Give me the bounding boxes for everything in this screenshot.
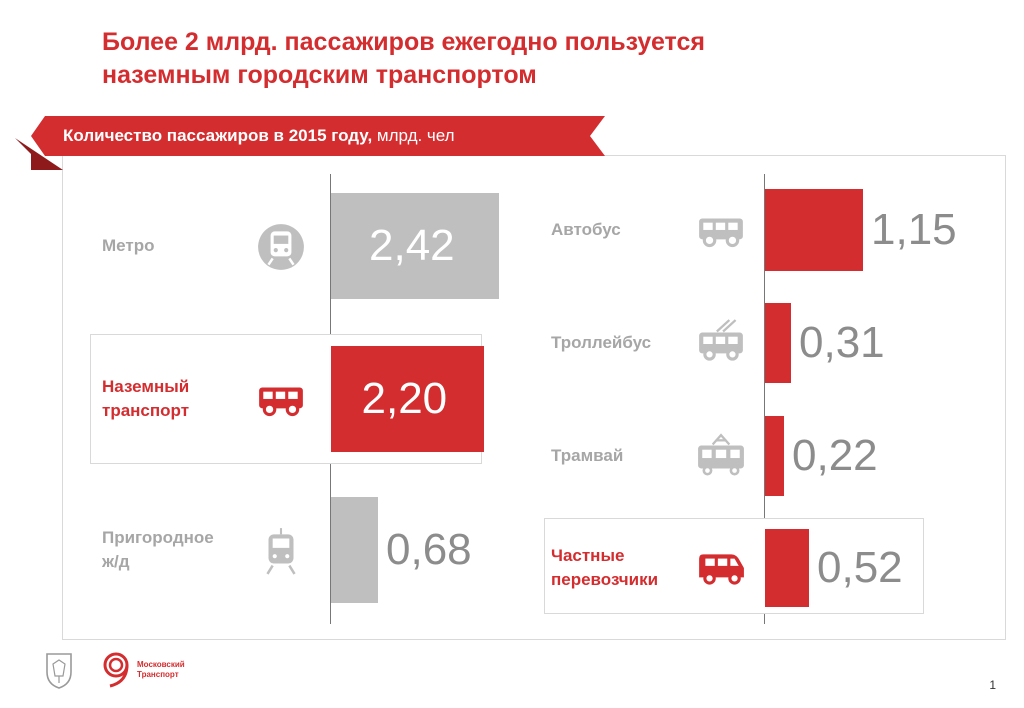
value-label: 2,42 [369, 221, 455, 270]
bar [765, 303, 791, 383]
ribbon-shape [15, 116, 605, 170]
category-label: Частные перевозчики [551, 544, 658, 592]
brand-line-1: Московский [137, 660, 185, 669]
value-label: 0,52 [817, 543, 903, 592]
category-label-line: перевозчики [551, 570, 659, 589]
tram-icon [696, 432, 746, 487]
value-label: 1,15 [871, 205, 957, 254]
bar [765, 529, 809, 607]
page-number: 1 [989, 678, 996, 692]
page-title: Более 2 млрд. пассажиров ежегодно пользу… [102, 26, 705, 92]
category-label: Троллейбус [551, 331, 651, 355]
category-label-line: Трамвай [551, 446, 624, 465]
chart-subtitle: Количество пассажиров в 2015 году, млрд.… [63, 126, 455, 146]
category-label: Пригородное ж/д [102, 526, 214, 574]
category-label: Автобус [551, 218, 621, 242]
value-label: 0,68 [386, 525, 472, 574]
title-line-2: наземным городским транспортом [102, 61, 537, 89]
coat-of-arms-icon [46, 653, 72, 689]
bar [765, 189, 863, 271]
suburban-train-icon [256, 526, 306, 581]
brand-line-2: Транспорт [137, 670, 179, 679]
category-label: Метро [102, 234, 155, 258]
category-label-line: транспорт [102, 401, 190, 420]
category-label-line: Автобус [551, 220, 621, 239]
bar [331, 497, 378, 603]
bar [331, 193, 499, 299]
brand-name: Московский Транспорт [137, 660, 185, 680]
category-label-line: Троллейбус [551, 333, 652, 352]
value-label: 2,20 [361, 374, 448, 423]
bar [765, 416, 784, 496]
subtitle-ribbon: Количество пассажиров в 2015 году, млрд.… [15, 116, 605, 170]
metro-train-icon [256, 222, 306, 277]
category-label: Наземный транспорт [102, 375, 189, 423]
category-label-line: Наземный [102, 377, 190, 396]
minibus-icon [696, 544, 746, 599]
value-label: 0,31 [799, 318, 885, 367]
subtitle-bold: Количество пассажиров в 2015 году, [63, 126, 373, 145]
right-chart-axis [764, 174, 765, 624]
trolleybus-icon [696, 319, 746, 374]
category-label-line: Метро [102, 236, 155, 255]
bus-icon [256, 375, 306, 430]
bus-icon [696, 206, 746, 261]
category-label-line: Частные [551, 546, 625, 565]
subtitle-units: млрд. чел [372, 126, 455, 145]
category-label-line: Пригородное [102, 528, 214, 547]
category-label: Трамвай [551, 444, 623, 468]
value-label: 0,22 [792, 431, 878, 480]
moscow-transport-logo-icon [103, 652, 129, 688]
category-label-line: ж/д [102, 552, 130, 571]
bar [331, 346, 484, 452]
title-line-1: Более 2 млрд. пассажиров ежегодно пользу… [102, 28, 705, 56]
